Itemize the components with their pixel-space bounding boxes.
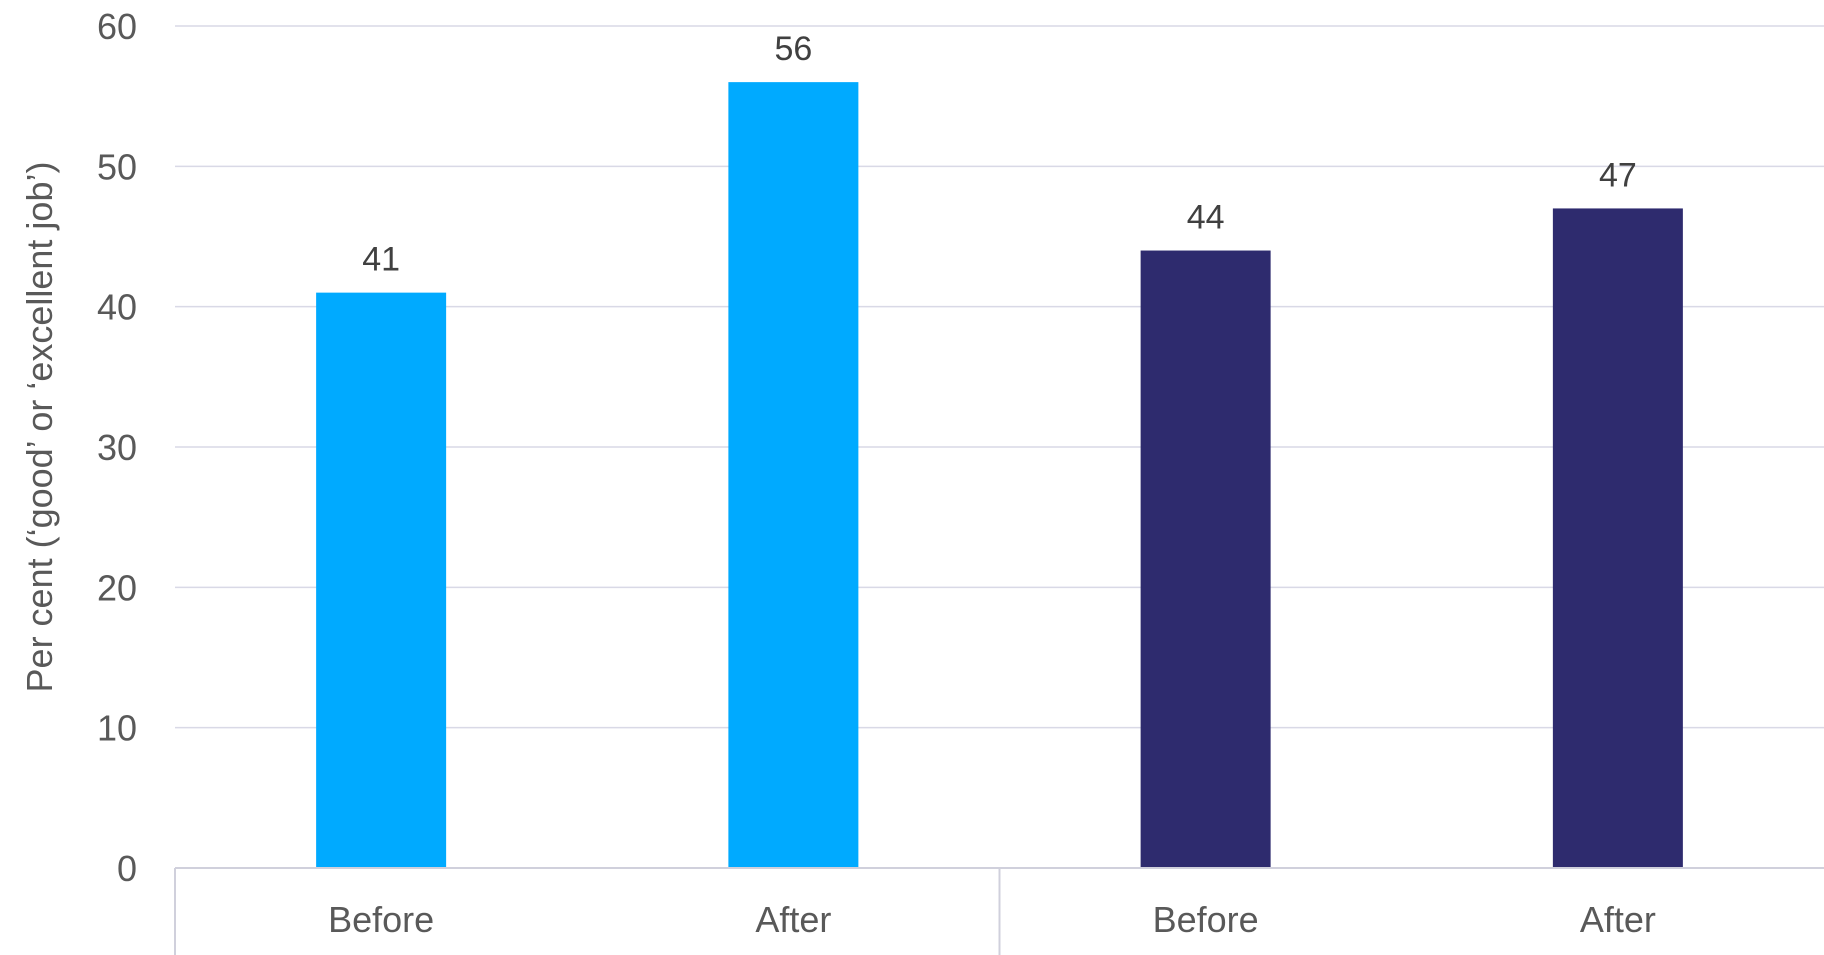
bar-0 — [316, 292, 447, 869]
data-label-0: 41 — [362, 241, 400, 279]
x-tick-label-1: After — [755, 899, 831, 940]
gridlines — [175, 25, 1824, 729]
bar-1 — [728, 82, 859, 869]
x-tick-label-3: After — [1580, 899, 1656, 940]
y-tick-label: 0 — [117, 848, 137, 889]
y-axis-title: Per cent (‘good’ or ‘excellent job’) — [19, 162, 60, 693]
x-tick-label-2: Before — [1153, 899, 1259, 940]
x-axis-ticks: Before After Before After — [328, 899, 1656, 940]
bar-2 — [1140, 250, 1271, 869]
y-tick-label: 50 — [97, 146, 137, 187]
y-tick-label: 30 — [97, 427, 137, 468]
y-tick-label: 10 — [97, 708, 137, 749]
y-tick-label: 60 — [97, 6, 137, 47]
x-tick-label-0: Before — [328, 899, 434, 940]
y-tick-label: 40 — [97, 287, 137, 328]
data-label-1: 56 — [774, 30, 812, 68]
bars — [316, 82, 1683, 869]
bar-3 — [1552, 208, 1683, 868]
data-label-3: 47 — [1599, 156, 1637, 194]
data-labels: 41 56 44 47 — [362, 30, 1637, 279]
y-axis-ticks: 0 10 20 30 40 50 60 — [97, 6, 137, 889]
data-label-2: 44 — [1187, 199, 1225, 237]
axes — [174, 867, 1824, 955]
y-tick-label: 20 — [97, 567, 137, 608]
